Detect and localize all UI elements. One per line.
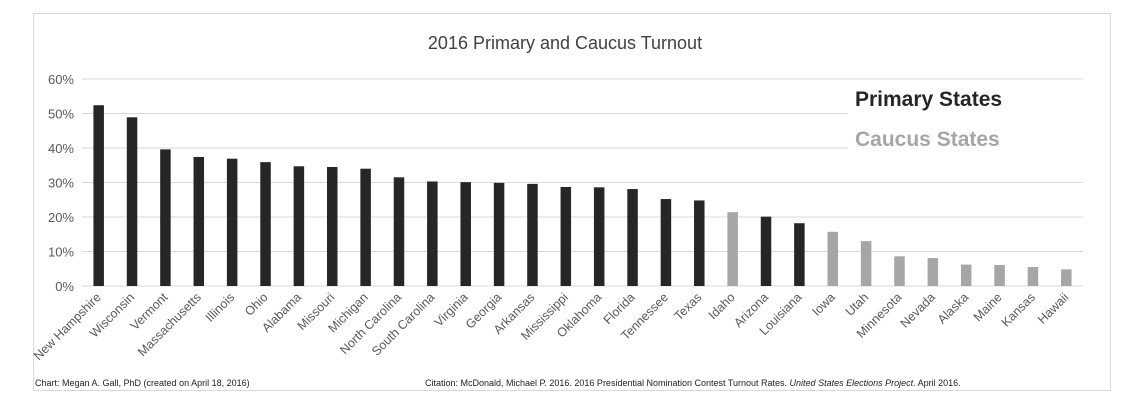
bar-wisconsin bbox=[126, 117, 138, 286]
bar-new-hampshire bbox=[93, 105, 104, 286]
bars bbox=[93, 105, 1072, 286]
y-tick-label: 0% bbox=[55, 279, 74, 294]
chart-title: 2016 Primary and Caucus Turnout bbox=[428, 33, 702, 53]
bar-arkansas bbox=[527, 183, 538, 286]
bar-maine bbox=[994, 264, 1005, 286]
bar-alabama bbox=[293, 166, 305, 286]
bar-vermont bbox=[160, 149, 171, 286]
bar-virginia bbox=[460, 182, 471, 286]
x-tick-label: Texas bbox=[671, 290, 704, 323]
x-tick-label: Ohio bbox=[242, 290, 271, 319]
x-tick-label: Illinois bbox=[203, 290, 237, 324]
bar-nevada bbox=[927, 258, 939, 286]
legend: Primary States Caucus States bbox=[848, 80, 1110, 158]
bar-louisiana bbox=[794, 223, 805, 286]
legend-caucus: Caucus States bbox=[855, 128, 1000, 151]
x-axis-tick-labels: New HampshireWisconsinVermontMassachuset… bbox=[31, 290, 1071, 363]
x-tick-label: Kansas bbox=[999, 290, 1038, 329]
bar-tennessee bbox=[660, 199, 672, 286]
y-tick-label: 10% bbox=[48, 245, 74, 260]
citation-date: . April 2016. bbox=[913, 378, 961, 388]
bar-florida bbox=[627, 189, 638, 286]
bar-georgia bbox=[493, 182, 505, 286]
bar-north-carolina bbox=[393, 177, 405, 286]
bar-mississippi bbox=[560, 186, 572, 286]
bar-south-carolina bbox=[427, 181, 438, 286]
chart-credit: Chart: Megan A. Gall, PhD (created on Ap… bbox=[35, 378, 250, 388]
x-tick-label: Iowa bbox=[809, 290, 838, 319]
bar-michigan bbox=[360, 168, 371, 286]
bar-minnesota bbox=[894, 256, 905, 286]
y-tick-label: 30% bbox=[48, 176, 74, 191]
x-tick-label: Utah bbox=[843, 290, 872, 319]
bar-missouri bbox=[327, 166, 338, 286]
bar-iowa bbox=[827, 231, 838, 286]
bar-arizona bbox=[760, 216, 772, 286]
chart-citation: Citation: McDonald, Michael P. 2016. 201… bbox=[425, 378, 961, 388]
x-tick-label: Hawaii bbox=[1035, 290, 1071, 326]
bar-texas bbox=[694, 200, 705, 286]
x-tick-label: Nevada bbox=[898, 290, 938, 330]
y-axis-tick-labels: 0% 10% 20% 30% 40% 50% 60% bbox=[48, 72, 74, 294]
legend-background bbox=[848, 80, 1110, 158]
bar-oklahoma bbox=[593, 187, 605, 286]
y-tick-label: 50% bbox=[48, 107, 74, 122]
bar-illinois bbox=[226, 158, 238, 286]
y-tick-label: 60% bbox=[48, 72, 74, 87]
bar-hawaii bbox=[1061, 269, 1072, 286]
y-tick-label: 20% bbox=[48, 210, 74, 225]
y-tick-label: 40% bbox=[48, 141, 74, 156]
bar-kansas bbox=[1027, 267, 1039, 286]
x-tick-label: Alaska bbox=[935, 290, 971, 326]
bar-alaska bbox=[960, 264, 972, 286]
bar-idaho bbox=[727, 212, 738, 286]
bar-ohio bbox=[260, 162, 271, 286]
citation-text: Citation: McDonald, Michael P. 2016. 201… bbox=[425, 378, 790, 388]
citation-source: United States Elections Project bbox=[789, 378, 914, 388]
bar-utah bbox=[860, 241, 872, 286]
bar-massachusetts bbox=[193, 156, 205, 286]
legend-primary: Primary States bbox=[855, 88, 1002, 111]
chart-frame bbox=[33, 13, 1111, 391]
